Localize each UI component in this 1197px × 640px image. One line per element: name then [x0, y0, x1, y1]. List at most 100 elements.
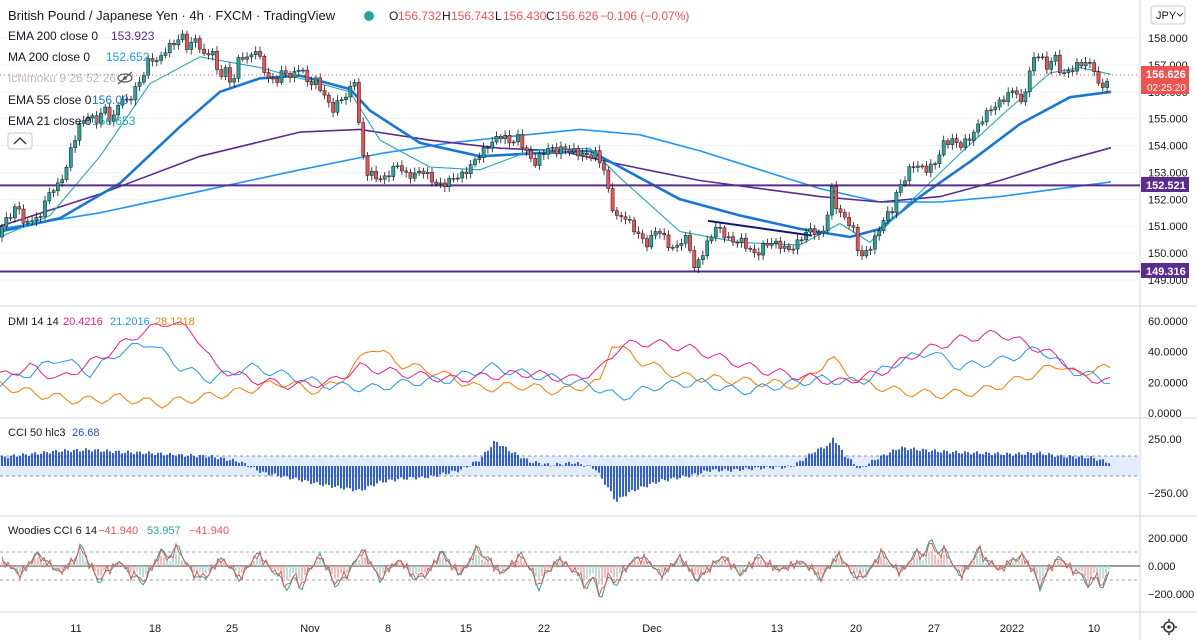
candle-body: [653, 231, 658, 236]
woodies-turbo-line: [1, 542, 1110, 598]
candle-body: [976, 123, 980, 133]
cci-bar: [274, 466, 276, 474]
cci-bar: [157, 452, 159, 466]
cci-bar: [661, 466, 663, 480]
candle-body: [13, 206, 17, 219]
cci-bar: [850, 459, 852, 466]
woodies-bar: [721, 560, 723, 566]
cci-bar: [1015, 453, 1017, 466]
cci-bar: [37, 454, 39, 466]
hidden-eye-icon[interactable]: [117, 71, 133, 85]
cci-bar: [334, 466, 336, 487]
woodies-value-2: 53.957: [147, 525, 181, 537]
cci-bar: [511, 452, 513, 466]
woodies-bar: [418, 566, 420, 573]
cci-bar: [1045, 455, 1047, 466]
woodies-bar: [316, 561, 318, 566]
settings-gear-icon[interactable]: [1161, 619, 1177, 635]
cci-bar: [22, 453, 24, 466]
cci-bar: [553, 465, 555, 467]
woodies-bar: [139, 566, 141, 576]
woodies-bar: [91, 566, 93, 567]
currency-button[interactable]: JPY: [1150, 5, 1186, 25]
cci-bar: [964, 451, 966, 466]
time-tick-label: 10: [1088, 623, 1100, 635]
woodies-bar: [40, 560, 42, 566]
candle-body: [1036, 56, 1041, 59]
cci-bar: [187, 455, 189, 466]
cci-bar: [406, 466, 408, 480]
cci-bar: [397, 466, 399, 480]
woodies-bar: [955, 566, 957, 568]
collapse-legend-button[interactable]: [7, 132, 33, 150]
cci-bar: [100, 451, 102, 466]
woodies-bar: [1045, 566, 1047, 571]
candle-body: [443, 182, 447, 188]
cci-bar: [484, 451, 486, 466]
trendline[interactable]: [707, 219, 813, 237]
candle-body: [572, 148, 576, 153]
candle-body: [1075, 62, 1079, 72]
price-legend[interactable]: EMA 200 close 0 153.923 MA 200 close 0 1…: [7, 29, 155, 150]
dmi-tick-label: 60.0000: [1148, 316, 1188, 328]
candle-body: [81, 120, 86, 124]
time-tick-label: Nov: [300, 623, 320, 635]
cci-bar: [28, 455, 30, 466]
time-axis[interactable]: 11 18 25 Nov 8 15 22 Dec 13 20 27 2022 10: [70, 623, 1100, 635]
woodies-bar: [949, 562, 951, 566]
candle-body: [567, 148, 572, 153]
candle-body: [520, 134, 525, 148]
candle-body: [670, 247, 675, 249]
candle-body: [421, 170, 426, 174]
candle-body: [554, 147, 559, 155]
woodies-bar: [304, 566, 306, 575]
cci-bar: [646, 466, 648, 488]
cci-bar: [472, 461, 474, 466]
cci-bar: [1096, 460, 1098, 466]
candle-body: [361, 122, 366, 156]
woodies-bar: [616, 566, 618, 578]
woodies-bar: [763, 563, 765, 566]
woodies-bar: [94, 566, 96, 571]
cci-bar: [580, 464, 582, 466]
dmi-adx-line: [0, 345, 1111, 409]
candle-body: [17, 206, 22, 210]
price-tick-label: 155.000: [1148, 114, 1188, 126]
candle-body: [408, 171, 413, 179]
cci-bar: [244, 463, 246, 466]
cci-bar: [517, 454, 519, 466]
dmi-legend: DMI 14 14 20.4216 21.2016 28.1218: [8, 316, 195, 328]
candle-body: [890, 211, 894, 214]
ohlc-change: −0.106 (−0.07%): [600, 9, 689, 23]
woodies-bar: [715, 563, 717, 566]
price-grid: [0, 37, 1140, 281]
candle-body: [606, 169, 611, 189]
candle-body: [1100, 82, 1105, 88]
woodies-bar: [874, 563, 876, 566]
cci-bar: [388, 466, 390, 480]
woodies-bar: [319, 558, 321, 566]
cci-bar: [151, 453, 153, 466]
woodies-bar: [856, 566, 858, 573]
woodies-bar: [973, 561, 975, 566]
candle-body: [206, 53, 211, 56]
cci-bar: [592, 466, 594, 469]
cci-bar: [865, 466, 867, 467]
cci-bar: [760, 466, 762, 470]
woodies-bar: [1078, 566, 1080, 570]
candle-body: [210, 50, 215, 56]
candle-body: [937, 154, 942, 164]
price-axis[interactable]: 158.000157.000156.000155.000154.000153.0…: [1148, 33, 1188, 287]
cci-bar: [265, 466, 267, 473]
candle-body: [916, 165, 920, 168]
candle-body: [774, 240, 778, 244]
cci-bar: [604, 466, 606, 485]
horizontal-levels[interactable]: [0, 184, 1140, 273]
dmi-plus-line: [0, 321, 1111, 391]
cci-bar: [91, 451, 93, 466]
candle-body: [455, 177, 460, 180]
cci-bar: [103, 451, 105, 466]
cci-bar: [31, 453, 33, 466]
dmi-minus-value: 21.2016: [110, 316, 150, 328]
